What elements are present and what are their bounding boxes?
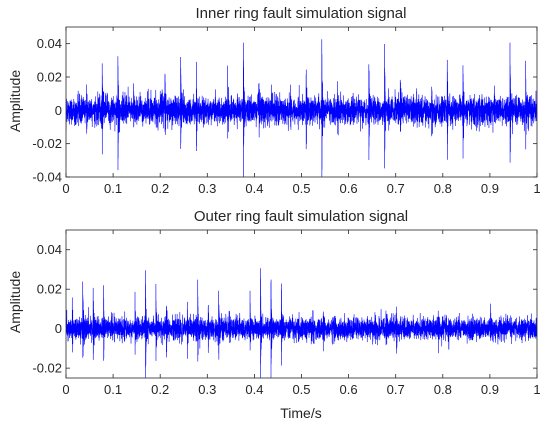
y-tick-label: 0 — [55, 103, 62, 118]
x-tick-label: 0.6 — [340, 382, 358, 397]
x-tick-label: 0.6 — [340, 181, 358, 196]
x-tick-label: 0.9 — [481, 382, 499, 397]
x-tick-label: 0.2 — [151, 382, 169, 397]
y-tick-label: 0.02 — [37, 282, 62, 297]
x-tick-label: 0.1 — [104, 181, 122, 196]
outer-ring-plot: Outer ring fault simulation signal 0 0.1 0… — [7, 208, 541, 421]
x-tick-label: 0.9 — [481, 181, 499, 196]
x-tick-label: 0.4 — [245, 382, 263, 397]
y-axis-label: Amplitude — [7, 70, 23, 132]
y-tick-label: -0.04 — [32, 170, 62, 185]
x-tick-label: 0.7 — [387, 181, 405, 196]
x-tick-label: 0.8 — [434, 181, 452, 196]
y-tick-label: -0.02 — [32, 361, 62, 376]
x-tick-label: 0.7 — [387, 382, 405, 397]
series-line — [66, 268, 537, 378]
y-tick-label: 0.04 — [37, 242, 62, 257]
x-tick-label: 0.5 — [292, 181, 310, 196]
x-tick-label: 0.3 — [198, 181, 216, 196]
y-tick-label: 0.02 — [37, 70, 62, 85]
y-tick-label: 0 — [55, 321, 62, 336]
x-tick-label: 1 — [533, 181, 540, 196]
x-tick-label: 0 — [62, 181, 69, 196]
series-line — [66, 39, 537, 177]
x-tick-label: 0.2 — [151, 181, 169, 196]
chart-title: Inner ring fault simulation signal — [196, 5, 407, 22]
tick-labels: 0 0.1 0.2 0.3 0.4 0.5 0.6 0.7 0.8 0.9 1 -0.04 -0.02 0… — [32, 27, 541, 196]
x-tick-label: 0.5 — [292, 382, 310, 397]
x-tick-label: 1 — [533, 382, 540, 397]
axes-box — [65, 26, 538, 178]
x-tick-label: 0.4 — [245, 181, 263, 196]
x-tick-label: 0.8 — [434, 382, 452, 397]
axes-box — [65, 229, 538, 379]
x-tick-label: 0.3 — [198, 382, 216, 397]
tick-labels: 0 0.1 0.2 0.3 0.4 0.5 0.6 0.7 0.8 0.9 1-0.0200.020… — [32, 230, 541, 397]
x-axis-label: Time/s — [280, 405, 321, 421]
x-tick-label: 0.1 — [104, 382, 122, 397]
inner-ring-plot: Inner ring fault simulation signal 0 0.1 0… — [7, 5, 541, 196]
y-axis-label: Amplitude — [7, 271, 23, 333]
y-tick-label: -0.02 — [32, 136, 62, 151]
chart-title: Outer ring fault simulation signal — [194, 208, 408, 225]
x-tick-label: 0 — [62, 382, 69, 397]
y-tick-label: 0.04 — [37, 36, 62, 51]
